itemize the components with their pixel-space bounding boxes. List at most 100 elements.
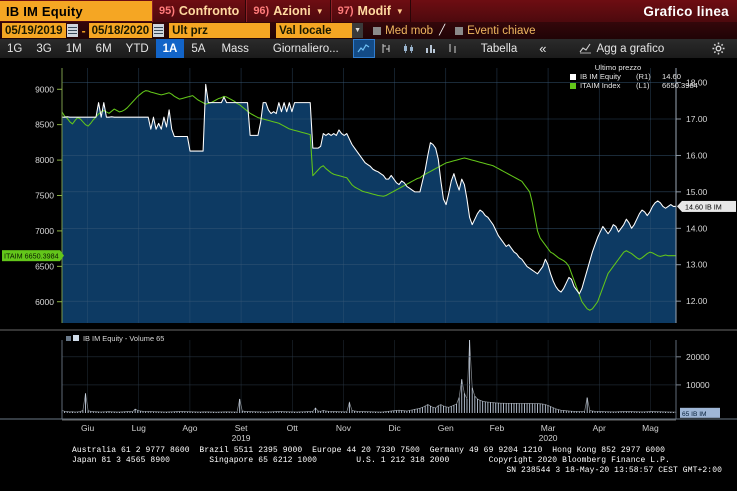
function-button-azioni[interactable]: 96) Azioni ▼ xyxy=(246,0,331,22)
svg-text:Mag: Mag xyxy=(642,423,659,433)
period-button-1g[interactable]: 1G xyxy=(7,42,23,55)
moving-average-label: Med mob xyxy=(385,24,434,37)
svg-text:65 IB IM: 65 IB IM xyxy=(682,411,707,418)
currency-field[interactable]: Val locale xyxy=(276,23,353,38)
title-bar: IB IM Equity 95) Confronto 96) Azioni ▼ … xyxy=(0,0,737,23)
currency-dropdown-arrow[interactable]: ▼ xyxy=(352,23,364,38)
candle-chart-icon[interactable] xyxy=(399,40,419,57)
svg-text:8000: 8000 xyxy=(35,155,54,165)
checkbox-icon[interactable] xyxy=(373,26,382,35)
svg-text:2019: 2019 xyxy=(232,433,251,441)
footer: Australia 61 2 9777 8600 Brazil 5511 239… xyxy=(0,443,737,491)
function-button-confronto[interactable]: 95) Confronto xyxy=(152,0,247,22)
price-type-field[interactable]: Ult prz xyxy=(169,23,271,38)
table-button[interactable]: Tabella xyxy=(480,42,518,55)
chevron-down-icon: ▼ xyxy=(395,6,404,16)
chart-type-title: Grafico linea xyxy=(643,3,729,19)
calendar-icon[interactable] xyxy=(66,24,78,37)
bar-chart-icon[interactable] xyxy=(377,40,397,57)
svg-text:Giu: Giu xyxy=(81,423,95,433)
gear-icon[interactable] xyxy=(712,42,725,55)
function-number: 95) xyxy=(159,5,175,17)
svg-text:9000: 9000 xyxy=(35,84,54,94)
function-label: Azioni xyxy=(273,4,311,18)
svg-text:6500: 6500 xyxy=(35,261,54,271)
key-events-label: Eventi chiave xyxy=(467,24,536,37)
svg-text:Lug: Lug xyxy=(132,423,146,433)
period-button-mass[interactable]: Mass xyxy=(221,42,249,55)
ticker-field[interactable]: IB IM Equity xyxy=(0,1,152,21)
period-toolbar: 1G 3G 1M 6M YTD 1A 5A Mass Giornaliero..… xyxy=(0,39,737,59)
date-to-field[interactable]: 05/18/2020 xyxy=(88,23,153,38)
hilo-chart-icon[interactable] xyxy=(443,40,463,57)
svg-text:12.00: 12.00 xyxy=(686,296,708,306)
svg-text:13.00: 13.00 xyxy=(686,260,708,270)
svg-text:10000: 10000 xyxy=(686,380,710,390)
line-chart-icon[interactable] xyxy=(352,39,375,58)
svg-text:14.60: 14.60 xyxy=(662,72,681,81)
period-button-6m[interactable]: 6M xyxy=(95,42,112,55)
frequency-selector[interactable]: Giornaliero... xyxy=(272,42,339,55)
function-number: 97) xyxy=(337,5,354,17)
function-label: Modif xyxy=(357,4,391,18)
date-range-dash: - xyxy=(81,23,86,38)
svg-text:ITAIM Index: ITAIM Index xyxy=(580,81,621,90)
checkbox-icon[interactable] xyxy=(455,26,464,35)
svg-text:16.00: 16.00 xyxy=(686,150,708,160)
svg-text:8500: 8500 xyxy=(35,120,54,130)
svg-text:(L1): (L1) xyxy=(636,81,650,90)
period-button-1a[interactable]: 1A xyxy=(155,39,185,58)
ticker-label: IB IM Equity xyxy=(6,3,83,19)
svg-text:14.00: 14.00 xyxy=(686,223,708,233)
function-button-modif[interactable]: 97) Modif ▼ xyxy=(330,0,411,22)
moving-average-option[interactable]: Med mob ╱ xyxy=(373,25,445,37)
svg-text:18.00: 18.00 xyxy=(686,78,708,88)
svg-text:Feb: Feb xyxy=(490,423,505,433)
date-from-value: 05/19/2019 xyxy=(5,24,63,37)
key-events-option[interactable]: Eventi chiave xyxy=(455,24,536,37)
chevron-down-icon: ▼ xyxy=(315,6,324,16)
svg-text:Gen: Gen xyxy=(438,423,454,433)
chart-area[interactable]: 20000 10000 9000 8500 8000 7500 7000 6500 6000 18… xyxy=(0,58,737,441)
add-chart-icon xyxy=(580,43,592,54)
svg-text:20000: 20000 xyxy=(686,352,710,362)
svg-text:14.60 IB IM: 14.60 IB IM xyxy=(685,202,722,211)
svg-text:17.00: 17.00 xyxy=(686,114,708,124)
svg-text:Mar: Mar xyxy=(541,423,556,433)
svg-text:7000: 7000 xyxy=(35,226,54,236)
svg-text:Apr: Apr xyxy=(593,423,606,433)
date-from-field[interactable]: 05/19/2019 xyxy=(2,23,66,38)
collapse-button[interactable]: « xyxy=(539,41,547,56)
calendar-icon[interactable] xyxy=(153,24,165,37)
svg-text:2020: 2020 xyxy=(539,433,558,441)
add-to-chart-button[interactable]: Agg a grafico xyxy=(579,43,664,55)
function-label: Confronto xyxy=(178,4,240,18)
svg-text:IB IM Equity - Volume 65: IB IM Equity - Volume 65 xyxy=(83,334,164,343)
footer-line-1: Australia 61 2 9777 8600 Brazil 5511 239… xyxy=(72,446,665,455)
svg-text:IB IM Equity: IB IM Equity xyxy=(580,72,621,81)
footer-line-3: SN 238544 3 18-May-20 13:58:57 CEST GMT+… xyxy=(506,466,722,475)
pencil-icon[interactable]: ╱ xyxy=(439,25,446,36)
period-button-5a[interactable]: 5A xyxy=(191,42,206,55)
date-to-value: 05/18/2020 xyxy=(91,24,150,37)
volume-chart-icon[interactable] xyxy=(421,40,441,57)
svg-text:7500: 7500 xyxy=(35,191,54,201)
svg-text:Ago: Ago xyxy=(182,423,197,433)
svg-text:6000: 6000 xyxy=(35,297,54,307)
period-button-1m[interactable]: 1M xyxy=(65,42,82,55)
svg-text:15.00: 15.00 xyxy=(686,187,708,197)
price-type-value: Ult prz xyxy=(172,24,208,37)
function-number: 96) xyxy=(253,5,270,17)
add-to-chart-label: Agg a grafico xyxy=(596,42,665,55)
svg-text:Set: Set xyxy=(235,423,248,433)
svg-text:Dic: Dic xyxy=(388,423,401,433)
svg-text:Ott: Ott xyxy=(287,423,299,433)
svg-text:Ultimo prezzo: Ultimo prezzo xyxy=(595,63,641,72)
svg-text:Nov: Nov xyxy=(336,423,352,433)
footer-line-2: Japan 81 3 4565 8900 Singapore 65 6212 1… xyxy=(72,456,670,465)
period-button-ytd[interactable]: YTD xyxy=(125,42,149,55)
currency-value: Val locale xyxy=(279,24,332,37)
period-button-3g[interactable]: 3G xyxy=(36,42,52,55)
svg-text:6650.3984: 6650.3984 xyxy=(662,81,698,90)
